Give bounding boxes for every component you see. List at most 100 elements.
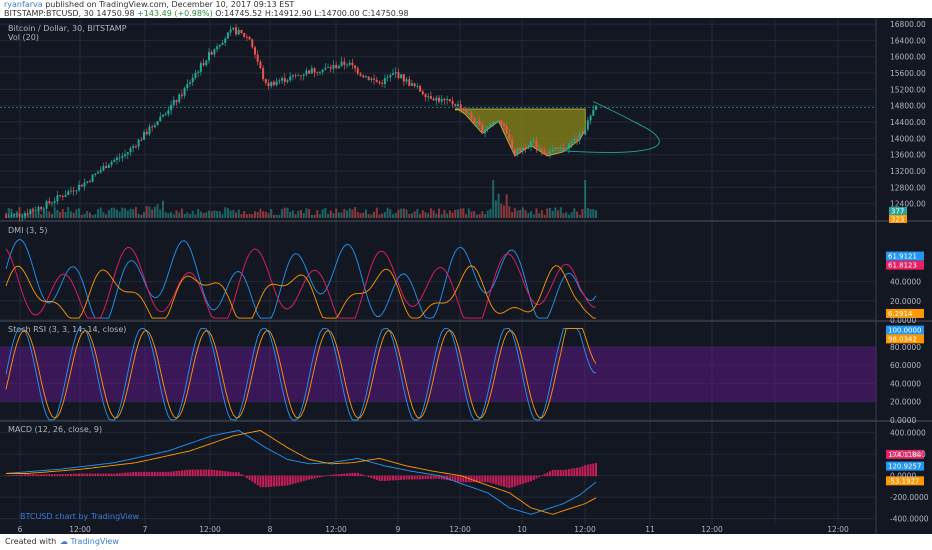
volume-bar <box>318 214 321 218</box>
candle-body <box>389 75 392 78</box>
candle-body <box>335 64 338 69</box>
volume-bar <box>538 213 541 218</box>
author-link[interactable]: ryanfarva <box>4 0 43 9</box>
macd-histogram-bar <box>294 475 297 484</box>
volume-bar <box>551 210 554 218</box>
macd-histogram-bar <box>13 475 16 477</box>
y-tick-label: 16800.00 <box>890 20 926 29</box>
macd-histogram-bar <box>586 464 589 477</box>
chart-canvas[interactable]: Bitcoin / Dollar, 30, BITSTAMP Vol (20) … <box>0 18 932 534</box>
candle-body <box>478 121 481 125</box>
macd-histogram-bar <box>83 473 86 477</box>
candle-body <box>429 96 432 99</box>
macd-histogram-bar <box>408 475 411 480</box>
volume-bar <box>494 200 497 218</box>
change-text: +143.49 (+0.98%) <box>137 9 213 18</box>
x-tick-label: 12:00 <box>701 525 723 534</box>
macd-histogram-bar <box>308 475 311 480</box>
macd-histogram-bar <box>197 469 200 477</box>
macd-histogram-bar <box>53 474 56 477</box>
volume-bar <box>592 209 595 218</box>
macd-histogram-bar <box>340 473 343 477</box>
volume-bar <box>26 213 29 218</box>
candle-body <box>88 181 91 183</box>
macd-histogram-bar <box>170 471 173 477</box>
macd-histogram-bar <box>23 474 26 477</box>
volume-bar <box>584 180 587 218</box>
volume-bar <box>245 214 248 218</box>
volume-bar <box>229 210 232 218</box>
volume-bar <box>451 212 454 218</box>
macd-histogram-bar <box>129 472 132 477</box>
macd-signal-badge-text: -53.1927 <box>888 477 919 485</box>
macd-histogram-bar <box>329 474 332 477</box>
volume-bar <box>251 214 254 218</box>
x-tick-label: 7 <box>143 525 148 534</box>
macd-histogram-bar <box>232 472 235 477</box>
macd-histogram-bar <box>264 475 267 488</box>
macd-histogram-bar <box>565 469 568 477</box>
macd-hist-badge <box>886 449 924 459</box>
macd-histogram-bar <box>156 471 159 477</box>
y-tick-label: 14800.00 <box>890 102 926 111</box>
volume-bar <box>194 214 197 218</box>
macd-histogram-bar <box>275 475 278 487</box>
macd-histogram-bar <box>546 472 549 477</box>
volume-bar <box>473 211 476 218</box>
macd-histogram-bar <box>18 474 21 477</box>
volume-bar <box>129 208 132 218</box>
candle-body <box>527 147 530 149</box>
volume-bar <box>118 211 121 218</box>
volume-bar <box>275 214 278 218</box>
y-tick-label: 16000.00 <box>890 53 926 62</box>
candle-body <box>332 64 335 69</box>
macd-histogram-bar <box>462 475 465 483</box>
candle-body <box>237 29 240 35</box>
macd-histogram-bar <box>484 475 487 483</box>
volume-bar <box>578 214 581 218</box>
volume-bar <box>595 210 597 218</box>
macd-histogram-bar <box>435 475 438 479</box>
volume-bar <box>18 207 21 218</box>
macd-histogram-bar <box>456 475 459 482</box>
candle-body <box>156 121 159 126</box>
macd-histogram-bar <box>465 475 468 483</box>
volume-bar <box>335 208 338 218</box>
volume-bar <box>161 200 164 218</box>
volume-bar <box>386 207 389 218</box>
footer: Created with ☁ TradingView <box>0 534 932 550</box>
volume-bar <box>511 212 514 218</box>
x-tick-label: 12:00 <box>449 525 471 534</box>
y-tick-label: 80.0000 <box>890 343 921 352</box>
volume-bar <box>427 213 430 218</box>
candle-body <box>213 49 216 55</box>
candle-body <box>183 88 186 96</box>
candle-body <box>500 120 503 125</box>
macd-histogram-bar <box>245 475 248 479</box>
macd-histogram-bar <box>305 475 308 481</box>
volume-bar <box>113 207 116 218</box>
candle-body <box>278 80 281 82</box>
candle-body <box>581 133 584 135</box>
volume-bar <box>243 211 246 218</box>
candle-body <box>297 75 300 77</box>
candle-body <box>484 129 487 134</box>
candle-body <box>226 32 229 39</box>
volume-bar <box>508 206 511 218</box>
volume-bar <box>375 207 378 218</box>
macd-histogram-bar <box>213 469 216 477</box>
candle-body <box>394 72 397 74</box>
volume-bar <box>438 208 441 218</box>
volume-bar <box>267 213 270 218</box>
macd-histogram-bar <box>346 473 349 477</box>
volume-bar <box>454 209 457 218</box>
candle-body <box>586 120 589 130</box>
candle-body <box>359 73 362 76</box>
macd-histogram-bar <box>524 475 527 483</box>
candle-body <box>110 161 113 165</box>
volume-bar <box>581 208 584 218</box>
tradingview-logo[interactable]: ☁ TradingView <box>60 537 119 546</box>
macd-histogram-bar <box>356 472 359 477</box>
y-tick-label: -400.0000 <box>890 515 929 524</box>
macd-histogram-bar <box>567 469 570 477</box>
